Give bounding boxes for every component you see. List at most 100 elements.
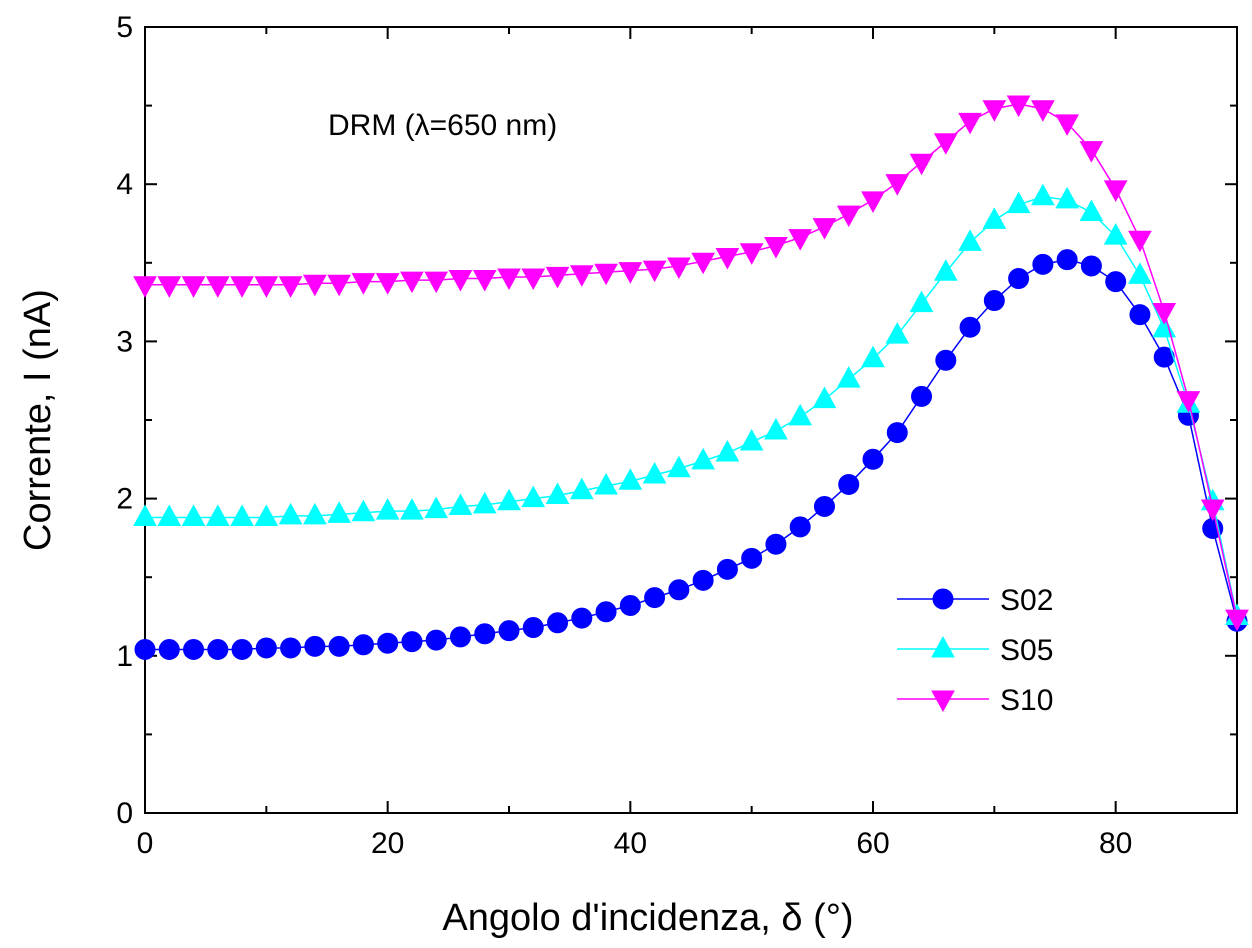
data-point-s05 bbox=[909, 290, 934, 313]
data-point-s02 bbox=[498, 620, 520, 642]
data-point-s05 bbox=[1031, 183, 1055, 206]
data-point-s10 bbox=[230, 276, 254, 298]
data-point-s02 bbox=[935, 349, 957, 371]
data-point-s02 bbox=[280, 637, 302, 659]
data-point-s05 bbox=[715, 439, 740, 462]
data-point-s05 bbox=[254, 504, 279, 526]
data-point-s05 bbox=[764, 417, 788, 440]
data-point-s10 bbox=[400, 271, 424, 294]
data-point-s05 bbox=[497, 488, 521, 511]
legend-label: S10 bbox=[1000, 684, 1053, 717]
series-line-s10 bbox=[145, 103, 1238, 619]
data-point-s02 bbox=[741, 547, 763, 569]
data-point-s05 bbox=[812, 386, 837, 409]
data-point-s10 bbox=[327, 274, 351, 297]
data-point-s10 bbox=[715, 248, 740, 270]
data-point-s10 bbox=[1031, 100, 1055, 122]
data-point-s02 bbox=[449, 626, 471, 648]
x-tick-label: 20 bbox=[371, 827, 404, 860]
series-s10 bbox=[133, 95, 1249, 632]
data-point-s02 bbox=[959, 316, 981, 338]
x-tick-label: 80 bbox=[1099, 827, 1132, 860]
data-point-s10 bbox=[1103, 180, 1128, 202]
axes-layer: 0 20 40 60 80 0 1 2 3 4 5 bbox=[116, 11, 1238, 860]
data-point-s02 bbox=[983, 290, 1005, 312]
data-point-s10 bbox=[861, 191, 885, 213]
data-point-s02 bbox=[911, 385, 933, 407]
series-layer bbox=[133, 95, 1249, 661]
data-point-s02 bbox=[304, 635, 326, 657]
y-tick-label: 3 bbox=[116, 325, 133, 358]
data-point-s10 bbox=[375, 273, 400, 295]
data-point-s05 bbox=[982, 207, 1007, 229]
data-point-s10 bbox=[836, 205, 861, 228]
data-point-s10 bbox=[788, 229, 813, 251]
data-point-s02 bbox=[886, 422, 908, 444]
data-point-s10 bbox=[521, 268, 546, 290]
data-point-s02 bbox=[813, 495, 835, 517]
data-point-s10 bbox=[958, 112, 982, 135]
data-point-s10 bbox=[278, 276, 303, 298]
x-axis-title: Angolo d'incidenza, δ (°) bbox=[442, 897, 853, 939]
data-point-s02 bbox=[328, 635, 350, 657]
data-point-s02 bbox=[1056, 249, 1078, 271]
legend-marker bbox=[931, 635, 955, 658]
data-point-s02 bbox=[668, 579, 690, 601]
data-point-s05 bbox=[642, 461, 667, 484]
data-point-s02 bbox=[474, 623, 496, 645]
data-point-s10 bbox=[157, 276, 182, 298]
data-point-s05 bbox=[594, 472, 618, 495]
data-point-s05 bbox=[691, 447, 715, 470]
data-point-s10 bbox=[472, 270, 497, 292]
series-line-s02 bbox=[145, 258, 1238, 651]
y-tick-label: 2 bbox=[116, 483, 133, 516]
data-point-s05 bbox=[933, 259, 958, 281]
data-point-s05 bbox=[351, 499, 376, 522]
data-point-s02 bbox=[231, 639, 253, 661]
data-point-s10 bbox=[909, 153, 934, 176]
data-point-s10 bbox=[885, 174, 910, 196]
data-point-s02 bbox=[1008, 268, 1030, 290]
data-point-s05 bbox=[618, 468, 643, 490]
data-point-s10 bbox=[1176, 391, 1201, 413]
data-point-s05 bbox=[739, 428, 764, 451]
data-point-s10 bbox=[812, 218, 837, 240]
legend-marker bbox=[931, 690, 955, 713]
data-point-s05 bbox=[230, 504, 254, 526]
data-point-s02 bbox=[425, 629, 447, 651]
data-point-s02 bbox=[644, 587, 666, 609]
y-tick-label: 0 bbox=[116, 797, 133, 830]
data-point-s10 bbox=[1225, 609, 1249, 632]
data-point-s02 bbox=[255, 637, 277, 659]
data-point-s02 bbox=[522, 617, 544, 639]
data-point-s02 bbox=[158, 639, 180, 661]
data-point-s10 bbox=[351, 273, 376, 295]
data-point-s10 bbox=[642, 260, 667, 283]
data-point-s10 bbox=[739, 243, 764, 265]
data-point-s05 bbox=[205, 504, 230, 526]
data-point-s02 bbox=[207, 639, 229, 661]
data-point-s05 bbox=[472, 491, 497, 514]
data-point-s10 bbox=[1200, 499, 1225, 522]
data-point-s05 bbox=[448, 493, 473, 515]
data-point-s10 bbox=[1079, 141, 1104, 163]
data-point-s02 bbox=[547, 612, 569, 634]
data-point-s02 bbox=[789, 516, 811, 538]
legend-label: S05 bbox=[1000, 634, 1053, 667]
data-point-s10 bbox=[1055, 114, 1079, 136]
x-tick-label: 0 bbox=[137, 827, 154, 860]
legend-item-s02: S02 bbox=[897, 584, 1053, 617]
data-point-s02 bbox=[1105, 271, 1127, 293]
data-point-s02 bbox=[862, 448, 884, 470]
data-point-s10 bbox=[569, 265, 594, 287]
data-point-s02 bbox=[1080, 255, 1102, 277]
data-point-s02 bbox=[571, 607, 593, 629]
data-point-s02 bbox=[401, 631, 423, 653]
data-point-s05 bbox=[521, 485, 546, 508]
data-point-s02 bbox=[377, 632, 399, 654]
data-point-s02 bbox=[838, 473, 860, 495]
legend-marker bbox=[932, 588, 954, 610]
chart-annotation: DRM (λ=650 nm) bbox=[328, 109, 557, 142]
data-point-s05 bbox=[861, 345, 885, 368]
plot-frame bbox=[144, 26, 1238, 814]
